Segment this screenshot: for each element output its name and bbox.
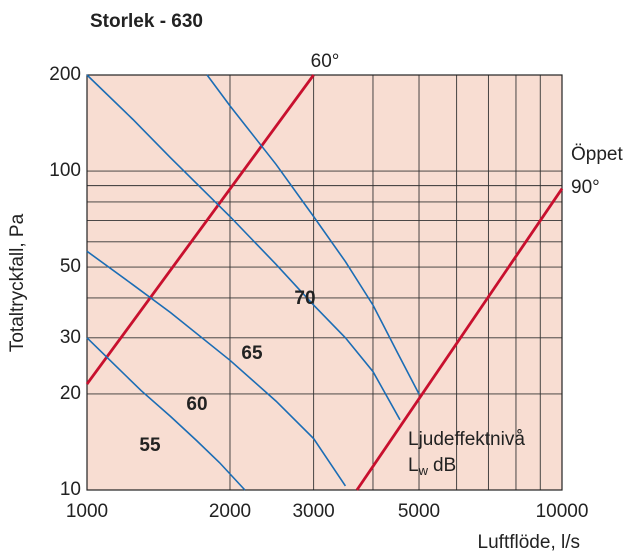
annotation-symbol: L <box>408 455 419 476</box>
y-axis-label: Totaltryckfall, Pa <box>7 213 28 352</box>
series-line <box>206 74 420 395</box>
annotation-unit: dB <box>433 455 456 476</box>
y-tick-label: 30 <box>60 327 81 348</box>
y-tick-label: 200 <box>49 64 81 85</box>
series-label: 55 <box>139 435 161 456</box>
plot-background <box>87 75 562 490</box>
annotation: Ljudeffektnivå <box>408 429 525 450</box>
x-tick-label: 3000 <box>292 501 334 522</box>
annotation: Lw dB <box>408 455 456 478</box>
series-line <box>86 250 347 487</box>
series-line <box>86 337 246 491</box>
x-axis-label: Luftflöde, l/s <box>478 532 580 553</box>
x-tick-label: 2000 <box>209 501 251 522</box>
series-label: Öppet <box>571 144 623 165</box>
y-tick-label: 20 <box>60 383 81 404</box>
series-label: 70 <box>294 288 315 309</box>
series-label: 60° <box>311 51 340 72</box>
chart-title: Storlek - 630 <box>90 11 203 32</box>
series-label: 65 <box>241 343 263 364</box>
y-tick-label: 50 <box>60 256 81 277</box>
plot-frame <box>86 74 563 491</box>
series-line <box>85 74 315 385</box>
series-line <box>86 74 401 421</box>
x-tick-label: 1000 <box>66 501 108 522</box>
series-label: 60 <box>186 394 207 415</box>
y-tick-label: 10 <box>60 479 81 500</box>
x-tick-label: 10000 <box>536 501 589 522</box>
series-line <box>355 187 564 491</box>
x-tick-label: 5000 <box>398 501 440 522</box>
annotation-subscript: w <box>418 463 429 478</box>
y-tick-label: 100 <box>49 160 81 181</box>
series-label: 90° <box>571 177 600 198</box>
